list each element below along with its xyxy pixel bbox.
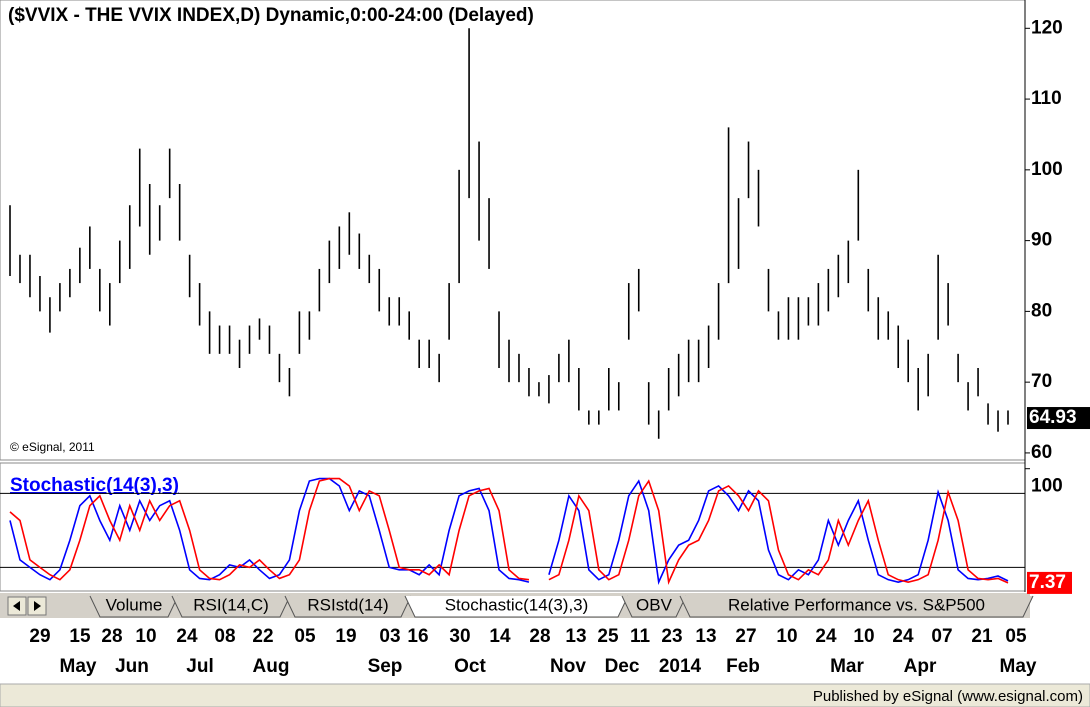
- y-tick-label: 90: [1031, 230, 1052, 251]
- x-tick-label: 10: [135, 626, 156, 647]
- x-tick-label: 08: [214, 626, 235, 647]
- x-tick-label: 30: [449, 626, 470, 647]
- y-tick-label: 100: [1031, 476, 1063, 497]
- scroll-left-icon: [13, 601, 20, 611]
- stoch-line: [548, 479, 1009, 585]
- x-month-label: Mar: [830, 656, 864, 677]
- tab[interactable]: [679, 595, 1034, 618]
- x-tick-label: 15: [69, 626, 91, 647]
- chart-title: ($VVIX - THE VVIX INDEX,D) Dynamic,0:00-…: [8, 5, 534, 26]
- y-tick-label: 120: [1031, 17, 1063, 38]
- stoch-line: [548, 479, 1009, 585]
- x-month-label: Jul: [186, 656, 213, 677]
- stoch-line: [9, 477, 530, 583]
- x-month-label: Sep: [368, 656, 403, 677]
- x-month-label: Aug: [253, 656, 290, 677]
- tab-label: Stochastic(14(3),3): [445, 595, 589, 614]
- footer: Published by eSignal (www.esignal.com): [813, 688, 1083, 705]
- x-tick-label: 28: [529, 626, 550, 647]
- tab[interactable]: [171, 595, 291, 618]
- x-month-label: Nov: [550, 656, 586, 677]
- x-tick-label: 11: [630, 626, 651, 647]
- tab[interactable]: [621, 595, 687, 618]
- x-tick-label: 10: [853, 626, 874, 647]
- last-stoch-box: [1027, 571, 1072, 594]
- last-stoch-label: 7.37: [1029, 572, 1066, 593]
- tab-label: RSIstd(14): [307, 595, 388, 614]
- x-tick-label: 16: [407, 626, 428, 647]
- x-tick-label: 10: [776, 626, 797, 647]
- tab[interactable]: [89, 595, 179, 618]
- x-tick-label: 24: [176, 626, 198, 647]
- x-tick-label: 05: [294, 626, 316, 647]
- x-tick-label: 23: [661, 626, 682, 647]
- x-tick-label: 24: [815, 626, 837, 647]
- x-month-label: Jun: [115, 656, 149, 677]
- scroll-right-icon: [34, 601, 41, 611]
- x-month-label: Dec: [605, 656, 640, 677]
- y-tick-label: 70: [1031, 371, 1052, 392]
- x-month-label: Oct: [454, 656, 486, 677]
- y-tick-label: 80: [1031, 300, 1052, 321]
- tab-label: RSI(14,C): [193, 595, 269, 614]
- x-tick-label: 25: [597, 626, 619, 647]
- tab[interactable]: [404, 595, 629, 618]
- tab[interactable]: [284, 595, 412, 618]
- tab-label: OBV: [636, 595, 673, 614]
- x-tick-label: 21: [971, 626, 993, 647]
- status-bar: [0, 683, 1090, 707]
- x-tick-label: 19: [335, 626, 356, 647]
- x-tick-label: 24: [892, 626, 914, 647]
- x-tick-label: 13: [565, 626, 586, 647]
- stoch-line: [9, 477, 530, 581]
- y-tick-label: 100: [1031, 159, 1063, 180]
- stoch-pane: [0, 462, 1026, 592]
- x-tick-label: 13: [695, 626, 716, 647]
- y-tick-label: 60: [1031, 442, 1052, 463]
- x-month-label: 2014: [659, 656, 702, 677]
- indicator-title: Stochastic(14(3),3): [10, 475, 179, 496]
- x-tick-label: 29: [29, 626, 50, 647]
- x-month-label: Feb: [726, 656, 760, 677]
- price-pane: [0, 0, 1026, 461]
- last-price-box: [1027, 407, 1090, 430]
- x-tick-label: 28: [101, 626, 122, 647]
- x-month-label: May: [60, 656, 97, 677]
- x-tick-label: 14: [489, 626, 511, 647]
- x-tick-label: 05: [1005, 626, 1027, 647]
- x-tick-label: 22: [252, 626, 273, 647]
- tab-label: Relative Performance vs. S&P500: [728, 595, 985, 614]
- copyright: © eSignal, 2011: [10, 440, 95, 454]
- x-tick-label: 07: [931, 626, 952, 647]
- last-price-label: 64.93: [1029, 407, 1077, 428]
- x-month-label: May: [1000, 656, 1037, 677]
- tab-label: Volume: [106, 595, 163, 614]
- x-month-label: Apr: [904, 656, 937, 677]
- y-tick-label: 110: [1031, 88, 1062, 109]
- x-tick-label: 03: [379, 626, 400, 647]
- x-tick-label: 27: [735, 626, 756, 647]
